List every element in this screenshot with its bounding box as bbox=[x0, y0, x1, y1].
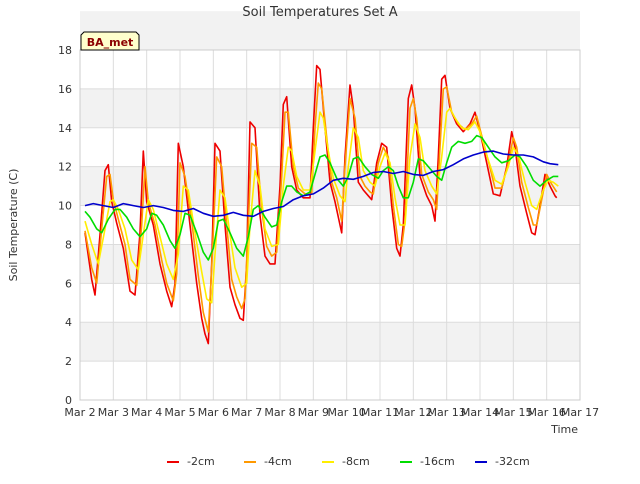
y-tick-label: 4 bbox=[65, 316, 72, 329]
series-line-8cm bbox=[84, 107, 559, 304]
legend-item: -32cm bbox=[475, 455, 530, 468]
plot-border bbox=[79, 49, 581, 401]
legend-item: -16cm bbox=[400, 455, 455, 468]
x-tick-label: Mar 12 bbox=[394, 406, 432, 419]
series-line-2cm bbox=[84, 64, 558, 345]
x-tick-label: Mar 5 bbox=[164, 406, 195, 419]
legend-item: -8cm bbox=[322, 455, 370, 468]
y-tick-label: 18 bbox=[58, 44, 72, 57]
plot-frame bbox=[79, 49, 581, 401]
x-tick-label: Mar 16 bbox=[528, 406, 566, 419]
x-tick-label: Mar 7 bbox=[231, 406, 262, 419]
y-axis-label: Soil Temperature (C) bbox=[7, 169, 20, 282]
legend: -2cm -4cm -8cm -16cm -32cm bbox=[167, 455, 530, 468]
legend-item: -2cm bbox=[167, 455, 215, 468]
annotation-box bbox=[80, 31, 140, 51]
background-band bbox=[80, 88, 580, 128]
x-tick-label: Mar 2 bbox=[64, 406, 95, 419]
chart-title: Soil Temperatures Set A bbox=[242, 5, 397, 20]
y-axis-ticks: 0 2 4 6 8 10 12 14 16 18 bbox=[58, 44, 72, 407]
background-band bbox=[80, 244, 580, 284]
x-tick-label: Mar 8 bbox=[264, 406, 295, 419]
x-tick-label: Mar 6 bbox=[198, 406, 229, 419]
legend-label: -16cm bbox=[420, 455, 455, 468]
legend-item: -4cm bbox=[244, 455, 292, 468]
x-axis-label: Time bbox=[550, 423, 578, 436]
legend-label: -32cm bbox=[495, 455, 530, 468]
y-tick-label: 16 bbox=[58, 83, 72, 96]
x-tick-label: Mar 11 bbox=[361, 406, 399, 419]
x-tick-label: Mar 4 bbox=[131, 406, 162, 419]
y-tick-label: 2 bbox=[65, 355, 72, 368]
y-tick-label: 6 bbox=[65, 277, 72, 290]
y-tick-label: 14 bbox=[58, 122, 72, 135]
series-line-4cm bbox=[84, 82, 558, 333]
background-bands bbox=[80, 11, 580, 400]
legend-label: -4cm bbox=[264, 455, 292, 468]
y-tick-label: 8 bbox=[65, 238, 72, 251]
background-band bbox=[80, 322, 580, 362]
annotation-label: BA_met bbox=[87, 36, 134, 49]
x-tick-label: Mar 17 bbox=[561, 406, 599, 419]
y-tick-label: 12 bbox=[58, 161, 72, 174]
x-tick-label: Mar 13 bbox=[428, 406, 466, 419]
x-tick-label: Mar 15 bbox=[494, 406, 532, 419]
x-tick-label: Mar 10 bbox=[328, 406, 366, 419]
x-tick-label: Mar 14 bbox=[461, 406, 499, 419]
annotation-badge: BA_met bbox=[80, 31, 140, 51]
legend-label: -2cm bbox=[187, 455, 215, 468]
x-tick-label: Mar 9 bbox=[298, 406, 329, 419]
legend-label: -8cm bbox=[342, 455, 370, 468]
series-line-32cm bbox=[84, 150, 559, 218]
x-tick-label: Mar 3 bbox=[98, 406, 129, 419]
background-band bbox=[80, 11, 580, 50]
y-tick-label: 10 bbox=[58, 200, 72, 213]
x-axis-ticks: Mar 2 Mar 3 Mar 4 Mar 5 Mar 6 Mar 7 Mar 8 Mar 9… bbox=[64, 406, 599, 419]
series-line-16cm bbox=[84, 134, 559, 261]
y-tick-label: 0 bbox=[65, 394, 72, 407]
series-lines bbox=[84, 64, 559, 345]
